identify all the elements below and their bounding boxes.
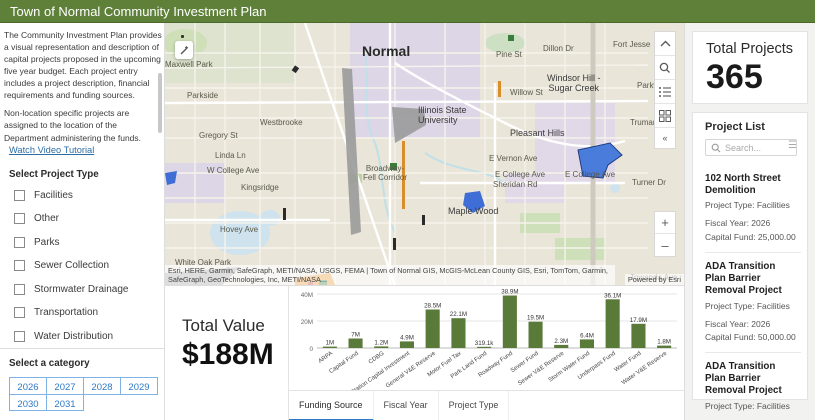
svg-text:40M: 40M: [301, 292, 313, 299]
svg-text:28.5M: 28.5M: [424, 303, 441, 310]
svg-text:319.1k: 319.1k: [475, 340, 494, 347]
svg-text:0: 0: [309, 346, 313, 353]
svg-text:Water V&E Reserve: Water V&E Reserve: [621, 350, 669, 386]
svg-text:1M: 1M: [326, 340, 335, 347]
svg-text:38.9M: 38.9M: [501, 289, 518, 296]
svg-text:Sewer V&E Reserve: Sewer V&E Reserve: [517, 350, 566, 387]
svg-text:ARPA: ARPA: [318, 351, 334, 365]
svg-text:19.5M: 19.5M: [527, 315, 544, 322]
svg-text:1.8M: 1.8M: [657, 339, 671, 346]
svg-text:17.9M: 17.9M: [630, 317, 647, 324]
svg-text:7M: 7M: [351, 332, 360, 339]
svg-text:4.9M: 4.9M: [400, 334, 414, 341]
svg-text:6.4M: 6.4M: [580, 332, 594, 339]
svg-text:General V&E Reserve: General V&E Reserve: [385, 350, 437, 389]
svg-text:CDBG: CDBG: [368, 351, 386, 366]
svg-text:1.2M: 1.2M: [374, 339, 388, 346]
svg-text:22.1M: 22.1M: [450, 311, 467, 318]
svg-text:2.3M: 2.3M: [554, 338, 568, 345]
svg-text:20M: 20M: [301, 319, 313, 326]
svg-text:36.1M: 36.1M: [604, 292, 621, 299]
